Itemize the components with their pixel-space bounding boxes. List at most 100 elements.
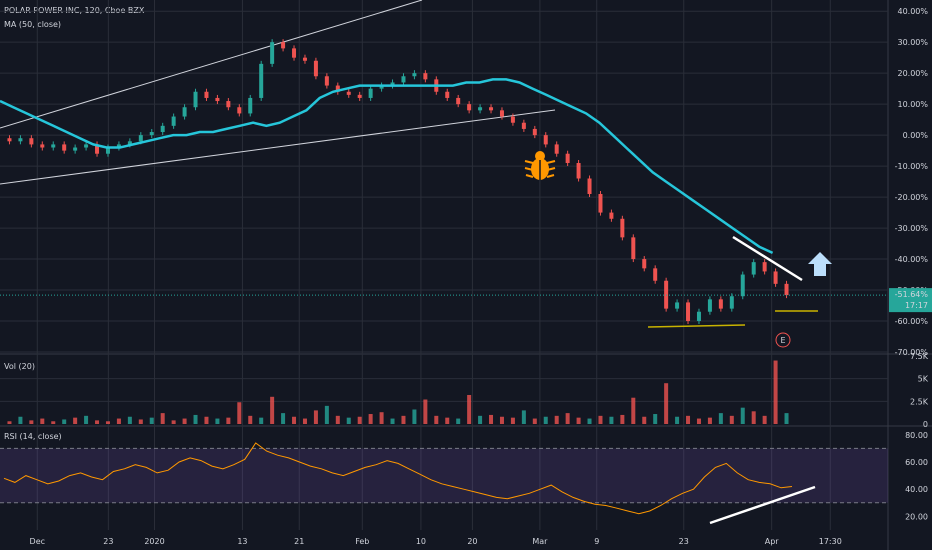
x-tick-label: 21 <box>294 537 304 546</box>
volume-bar <box>401 415 406 424</box>
candle-body <box>160 125 165 133</box>
candle-body <box>95 144 100 154</box>
candle-body <box>686 302 691 322</box>
x-tick-label: Feb <box>355 537 369 546</box>
candle-body <box>105 147 110 154</box>
x-tick-label: 23 <box>679 537 689 546</box>
support-line <box>647 324 746 328</box>
volume-bar <box>116 418 121 424</box>
bug-icon-leg <box>546 160 556 164</box>
x-tick-label: 10 <box>416 537 426 546</box>
candle-body <box>357 94 362 98</box>
volume-bar <box>127 416 132 424</box>
candle-body <box>784 283 789 296</box>
candle-body <box>259 63 264 98</box>
candle-body <box>379 85 384 89</box>
volume-bar <box>653 414 658 424</box>
volume-bar <box>138 419 143 424</box>
candle-body <box>29 138 34 145</box>
candle-body <box>587 178 592 194</box>
candle-body <box>368 88 373 98</box>
price-y-tick-label: 30.00% <box>897 38 928 47</box>
volume-bar <box>379 412 384 424</box>
candle-body <box>313 60 318 77</box>
candle-body <box>718 299 723 309</box>
price-y-tick-label: -40.00% <box>895 255 929 264</box>
candle-body <box>478 107 483 111</box>
volume-bar <box>357 416 362 424</box>
candle-body <box>412 73 417 77</box>
volume-bar <box>598 415 603 424</box>
x-tick-label: Mar <box>532 537 548 546</box>
candle-body <box>335 85 340 92</box>
price-y-tick-label: 0.00% <box>903 131 929 140</box>
volume-bar <box>18 416 23 424</box>
rsi-band <box>0 448 888 503</box>
candle-body <box>248 97 253 114</box>
candle-body <box>324 76 329 86</box>
volume-bar <box>182 418 187 424</box>
volume-bar <box>510 417 515 424</box>
volume-y-tick-label: 0 <box>923 420 928 429</box>
candle-body <box>292 48 297 58</box>
volume-pane-title[interactable]: Vol (20) <box>4 362 35 371</box>
candle-body <box>521 122 526 129</box>
candle-body <box>751 262 756 275</box>
volume-bar <box>456 418 461 424</box>
volume-bar <box>281 413 286 424</box>
volume-bar <box>193 414 198 424</box>
price-y-tick-label: 10.00% <box>897 100 928 109</box>
volume-bar <box>587 418 592 424</box>
volume-bar <box>335 415 340 424</box>
volume-bar <box>521 410 526 424</box>
candle-body <box>445 91 450 98</box>
volume-bar <box>7 421 12 424</box>
volume-bar <box>434 415 439 424</box>
candle-body <box>270 42 275 64</box>
volume-bar <box>248 415 253 424</box>
candle-body <box>467 104 472 111</box>
channel-lower-line <box>0 109 556 185</box>
price-y-tick-label: -60.00% <box>895 317 929 326</box>
volume-bar <box>631 397 636 424</box>
x-tick-label: 9 <box>594 537 599 546</box>
candle-body <box>543 135 548 145</box>
volume-bar <box>686 415 691 424</box>
candle-body <box>773 271 778 284</box>
volume-bar <box>729 415 734 424</box>
volume-bar <box>478 415 483 424</box>
volume-bar <box>412 409 417 424</box>
x-tick-label: 17:30 <box>819 537 842 546</box>
candle-body <box>565 153 570 164</box>
volume-bar <box>368 414 373 424</box>
volume-bar <box>73 417 78 424</box>
volume-bar <box>51 421 56 424</box>
x-tick-label: 13 <box>237 537 247 546</box>
channel-upper-line <box>0 0 423 129</box>
volume-bar <box>84 415 89 424</box>
rsi-divergence-line <box>709 485 816 525</box>
candle-body <box>631 237 636 260</box>
candle-body <box>740 274 745 297</box>
volume-bar <box>204 416 209 424</box>
candle-body <box>707 299 712 312</box>
volume-bar <box>664 383 669 424</box>
volume-bar <box>740 407 745 424</box>
bug-icon-leg <box>525 174 534 178</box>
candle-body <box>127 141 132 145</box>
candle-body <box>762 262 767 272</box>
ma-indicator-label[interactable]: MA (50, close) <box>4 20 62 29</box>
candle-body <box>138 135 143 142</box>
candle-body <box>182 107 187 117</box>
volume-bar <box>532 418 537 424</box>
price-y-tick-label: -70.00% <box>895 348 929 357</box>
volume-y-tick-label: 5K <box>918 375 929 384</box>
volume-bar <box>346 417 351 424</box>
volume-bar <box>423 399 428 424</box>
rsi-pane-title[interactable]: RSI (14, close) <box>4 432 62 441</box>
rsi-y-tick-label: 60.00 <box>905 458 928 467</box>
volume-bar <box>40 418 45 424</box>
x-tick-label: 20 <box>467 537 477 546</box>
